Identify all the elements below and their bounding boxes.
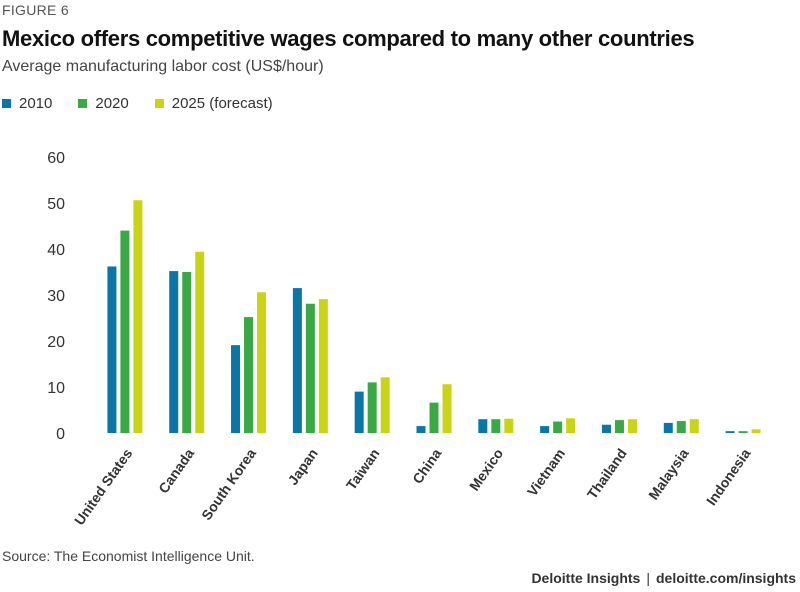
bar: [367, 382, 377, 433]
legend-swatch-2025: [154, 99, 164, 108]
legend-swatch-2010: [2, 99, 11, 108]
chart-title: Mexico offers competitive wages compared…: [2, 26, 695, 51]
bar: [566, 418, 576, 433]
bar: [601, 424, 611, 433]
bar: [169, 271, 179, 433]
y-tick-label: 20: [47, 334, 65, 351]
bar: [553, 421, 563, 433]
x-tick-label: Japan: [285, 446, 321, 488]
bar: [318, 299, 328, 433]
figure-label: FIGURE 6: [2, 2, 69, 18]
y-tick-label: 40: [47, 242, 65, 259]
bar-chart: 0 10 20 30 40 50 60 United States Canada South Ko…: [47, 150, 761, 528]
bar: [442, 384, 452, 433]
legend-item-2010: 2010: [2, 95, 52, 112]
bar: [751, 429, 761, 433]
bar: [354, 391, 364, 433]
bar: [195, 251, 205, 433]
bar: [257, 292, 267, 433]
bar: [491, 419, 501, 433]
x-tick-label: Malaysia: [645, 445, 692, 502]
legend-item-2025: 2025 (forecast): [154, 95, 273, 112]
legend-item-2020: 2020: [78, 95, 129, 112]
legend: 2010 2020 2025 (forecast): [2, 95, 299, 112]
y-tick-label: 50: [47, 196, 65, 213]
x-tick-label: South Korea: [198, 445, 259, 523]
y-tick-label: 30: [47, 288, 65, 305]
x-tick-label: United States: [71, 445, 136, 528]
y-tick-label: 10: [47, 380, 65, 397]
credit-line: Deloitte Insights | deloitte.com/insights: [531, 570, 796, 586]
legend-label-2010: 2010: [19, 95, 53, 112]
y-tick-label: 0: [56, 426, 65, 443]
bar: [540, 426, 550, 433]
bar: [107, 266, 117, 433]
legend-swatch-2020: [78, 99, 88, 108]
bar: [725, 431, 735, 433]
bar: [182, 272, 192, 433]
bar: [478, 419, 488, 433]
credit-site: deloitte.com/insights: [655, 570, 796, 586]
bar: [231, 345, 241, 433]
bar: [627, 419, 637, 433]
bar: [120, 230, 130, 433]
x-tick-label: Taiwan: [343, 446, 383, 493]
bar: [676, 421, 686, 433]
y-tick-label: 60: [47, 150, 65, 167]
bar: [429, 402, 439, 433]
x-tick-label: China: [409, 445, 445, 486]
bar: [292, 288, 302, 433]
source-note: Source: The Economist Intelligence Unit.: [2, 548, 255, 564]
x-tick-label: Canada: [155, 445, 197, 496]
credit-brand: Deloitte Insights: [531, 570, 641, 586]
x-tick-label: Thailand: [584, 446, 630, 502]
bar: [738, 431, 748, 433]
bar: [504, 418, 514, 433]
x-tick-label: Mexico: [466, 446, 506, 494]
chart-subtitle: Average manufacturing labor cost (US$/ho…: [2, 58, 324, 75]
bar: [305, 303, 315, 433]
bar: [244, 317, 254, 433]
bar: [663, 422, 673, 433]
x-tick-label: Vietnam: [524, 446, 568, 500]
legend-label-2020: 2020: [95, 95, 129, 112]
bar: [133, 200, 143, 433]
bar: [614, 420, 624, 433]
legend-label-2025: 2025 (forecast): [171, 95, 273, 112]
bar: [380, 377, 390, 433]
bar: [416, 426, 426, 433]
bar: [689, 419, 699, 433]
x-tick-label: Indonesia: [703, 445, 754, 508]
credit-separator: |: [646, 570, 650, 586]
